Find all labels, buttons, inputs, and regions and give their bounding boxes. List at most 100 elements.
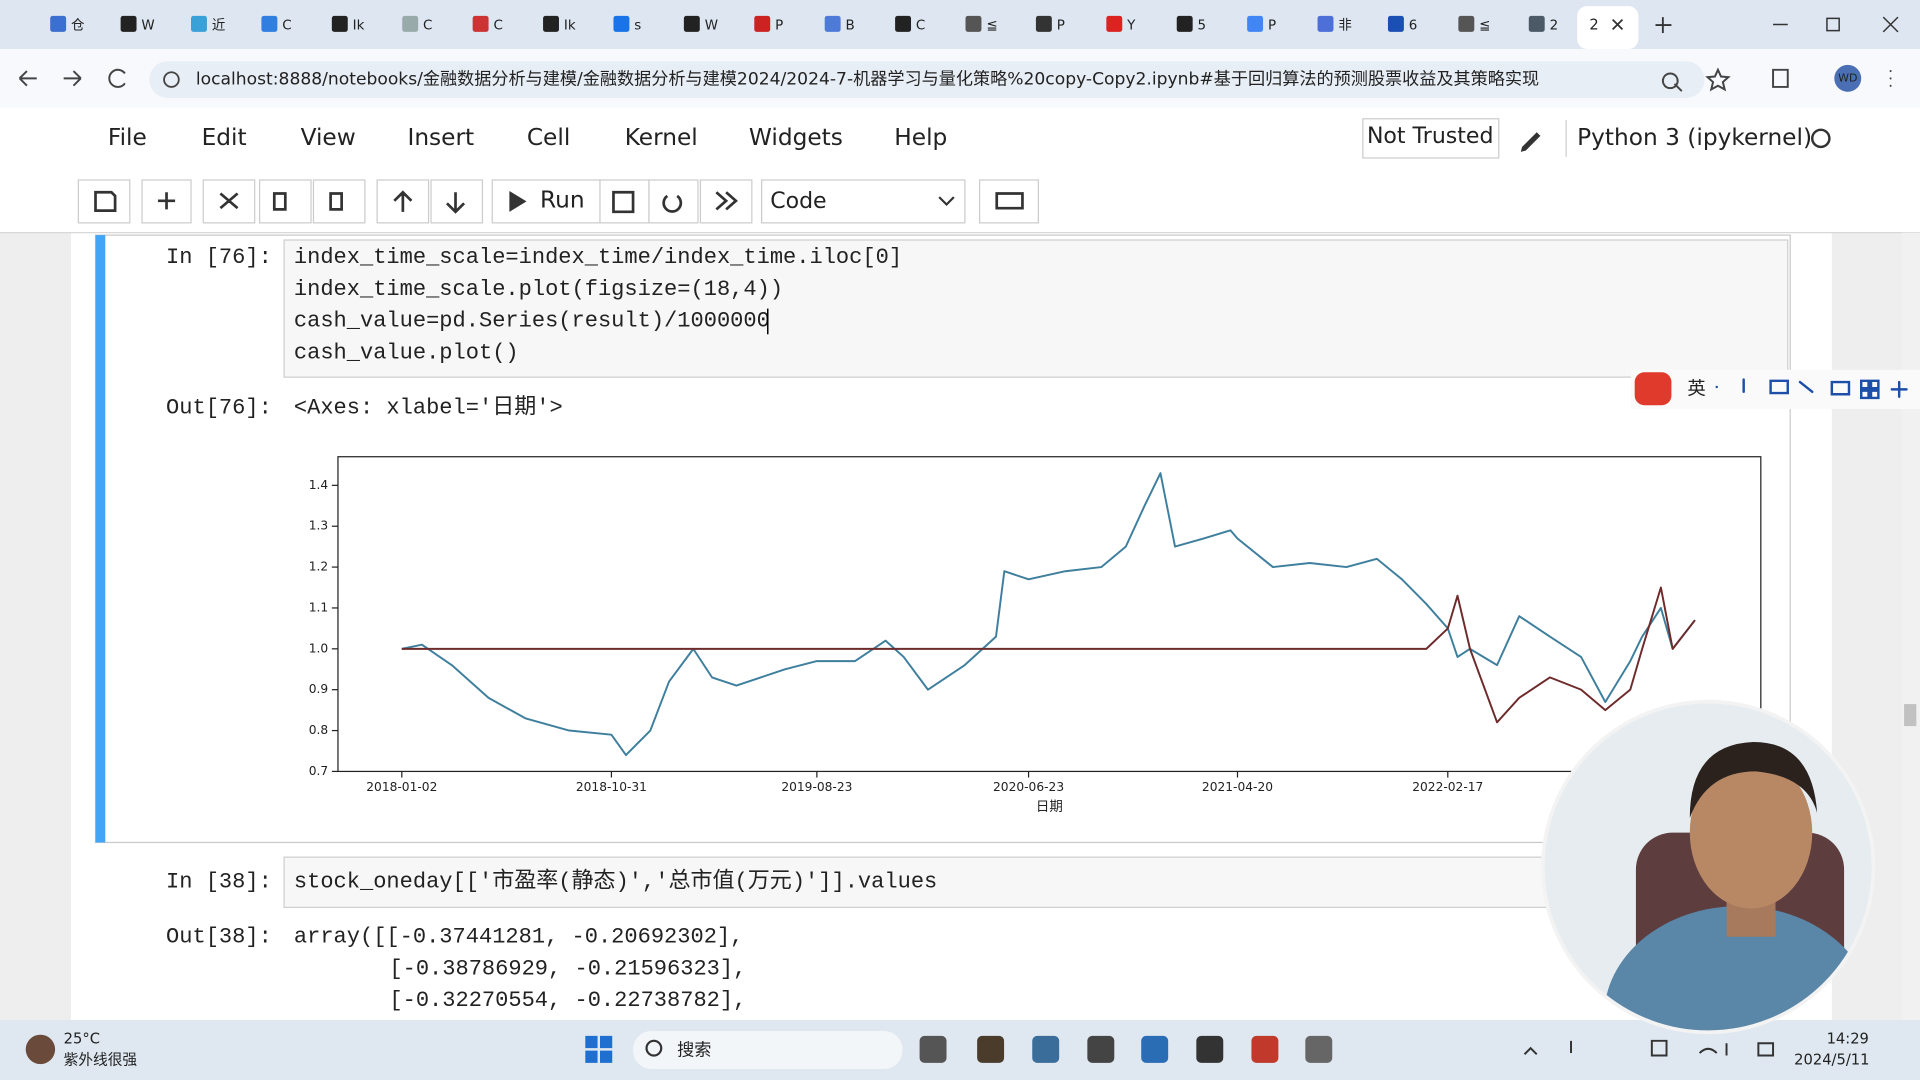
active-tab-title[interactable]: 2 [1589, 17, 1598, 34]
tab-title[interactable]: 仓 [71, 18, 85, 34]
tab-title[interactable]: C [282, 19, 291, 34]
tab-icon[interactable] [754, 15, 771, 32]
trust-status[interactable]: Not Trusted [1367, 124, 1494, 149]
tab-icon[interactable] [1247, 15, 1264, 32]
tab-icon[interactable] [1458, 15, 1475, 32]
cell-type-select[interactable] [761, 179, 966, 224]
tab-title[interactable]: W [141, 19, 154, 34]
weather-note[interactable]: 紫外线很强 [64, 1051, 138, 1068]
ime-logo[interactable] [1634, 372, 1672, 406]
weather-icon[interactable] [25, 1034, 56, 1065]
profile-avatar[interactable] [1834, 64, 1862, 92]
ime-mode[interactable]: 英 [1687, 378, 1705, 399]
taskbar-app[interactable] [919, 1035, 947, 1063]
tab-title[interactable]: 5 [1198, 19, 1207, 34]
taskbar-app[interactable] [977, 1035, 1005, 1063]
tab-icon[interactable] [965, 15, 982, 32]
menu-item[interactable]: File [108, 124, 147, 151]
tab-title[interactable]: 6 [1409, 19, 1418, 34]
temperature[interactable]: 25°C [64, 1031, 100, 1048]
scrollbar[interactable] [1901, 232, 1920, 1020]
menu-item[interactable]: Widgets [749, 124, 843, 151]
kernel-name[interactable]: Python 3 (ipykernel) [1577, 124, 1812, 151]
menu-item[interactable]: Edit [202, 124, 247, 151]
tab-title[interactable]: B [846, 19, 855, 34]
window-controls[interactable] [1773, 16, 1899, 33]
tab-icon[interactable] [824, 15, 841, 32]
tab-icon[interactable] [543, 15, 559, 32]
nav-buttons[interactable] [18, 68, 126, 88]
tab-title[interactable]: ≦ [986, 19, 997, 34]
code-line[interactable]: cash_value=pd.Series(result)/1000000 [294, 309, 770, 334]
start-button[interactable] [585, 1035, 613, 1063]
tab-title[interactable]: 2 [1550, 19, 1559, 34]
tab-icon[interactable] [1035, 15, 1052, 32]
menu-item[interactable]: Insert [407, 124, 474, 151]
address-field[interactable] [149, 61, 1705, 98]
tab-icon[interactable] [261, 15, 278, 32]
tab-icon[interactable] [613, 15, 630, 32]
tab-icon[interactable] [331, 15, 348, 32]
tab-title[interactable]: W [705, 19, 718, 34]
scrollbar-thumb[interactable] [1904, 704, 1917, 727]
tab-title[interactable]: 非 [1338, 18, 1351, 34]
clock-date[interactable]: 2024/5/11 [1794, 1051, 1869, 1068]
code-line[interactable]: index_time_scale.plot(figsize=(18,4)) [294, 277, 783, 302]
tab-title[interactable]: Ik [353, 19, 365, 34]
tab-title[interactable]: P [1057, 19, 1065, 34]
tab-title[interactable]: 近 [212, 18, 225, 34]
toolbar-icons[interactable] [94, 190, 1024, 214]
search-placeholder[interactable]: 搜索 [677, 1041, 711, 1061]
toolbar-button[interactable] [77, 179, 131, 224]
code-line[interactable]: cash_value.plot() [294, 340, 519, 365]
site-info[interactable] [163, 71, 180, 88]
address-icons[interactable] [1661, 67, 1892, 92]
cell-type[interactable]: Code [770, 189, 826, 214]
toolbar-button[interactable] [978, 179, 1039, 224]
tab-title[interactable]: s [634, 19, 641, 34]
tab-title[interactable]: ≦ [1479, 19, 1490, 34]
trust-box[interactable] [1362, 118, 1500, 159]
profile-initials[interactable]: WD [1838, 71, 1857, 84]
taskbar-app[interactable] [1087, 1035, 1115, 1063]
toolbar-button[interactable] [599, 179, 650, 224]
tab-title[interactable]: Ik [564, 19, 576, 34]
tab-icon[interactable] [895, 15, 912, 32]
search-box[interactable] [633, 1031, 903, 1069]
toolbar-button[interactable] [648, 179, 699, 224]
edit-icon[interactable] [1520, 132, 1541, 152]
code-input[interactable] [283, 239, 1789, 378]
tab-title[interactable]: C [423, 19, 432, 34]
tab-icon[interactable] [1317, 15, 1334, 32]
tab-icon[interactable] [1528, 15, 1545, 32]
taskbar-app[interactable] [1305, 1035, 1333, 1063]
tab-icon[interactable] [120, 15, 137, 32]
taskbar-app[interactable] [1196, 1035, 1224, 1063]
toolbar-button[interactable] [312, 179, 366, 224]
tab-close[interactable] [1612, 18, 1624, 31]
clock-time[interactable]: 14:29 [1827, 1031, 1869, 1048]
run-icon[interactable] [509, 191, 527, 212]
code-input[interactable] [283, 856, 1789, 908]
menu-item[interactable]: View [301, 124, 356, 151]
active-tab[interactable] [1577, 6, 1639, 49]
menu-item[interactable]: Cell [527, 124, 570, 151]
toolbar-button[interactable] [699, 179, 753, 224]
tab-icon[interactable] [683, 15, 700, 32]
tab-title[interactable]: Y [1126, 19, 1136, 34]
tab-icon[interactable] [1106, 15, 1123, 32]
tab-icon[interactable] [191, 15, 207, 32]
run-label[interactable]: Run [540, 186, 585, 213]
menu-item[interactable]: Help [894, 124, 947, 151]
tab-icon[interactable] [1176, 15, 1193, 32]
tab-title[interactable]: P [775, 19, 783, 34]
tray-icons[interactable] [1523, 1039, 1775, 1057]
taskbar-app[interactable] [1251, 1035, 1279, 1063]
tab-title[interactable]: C [493, 19, 502, 34]
url[interactable]: localhost:8888/notebooks/金融数据分析与建模/金融数据分… [196, 70, 1539, 90]
taskbar-app[interactable] [1141, 1035, 1169, 1063]
code-line[interactable]: stock_oneday[['市盈率(静态)','总市值(万元)']].valu… [294, 868, 937, 894]
tab-icon[interactable] [50, 15, 67, 32]
ime-icons[interactable] [1715, 378, 1908, 400]
new-tab[interactable] [1655, 17, 1672, 34]
